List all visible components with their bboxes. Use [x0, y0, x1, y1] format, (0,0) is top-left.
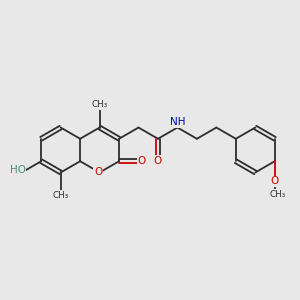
Text: NH: NH	[170, 117, 186, 127]
Text: O: O	[271, 176, 279, 186]
Text: CH₃: CH₃	[92, 100, 108, 109]
Text: O: O	[94, 167, 102, 177]
Text: O: O	[137, 156, 146, 166]
Text: O: O	[154, 156, 162, 166]
Text: CH₃: CH₃	[52, 191, 69, 200]
Text: CH₃: CH₃	[269, 190, 286, 199]
Text: HO: HO	[10, 165, 26, 175]
